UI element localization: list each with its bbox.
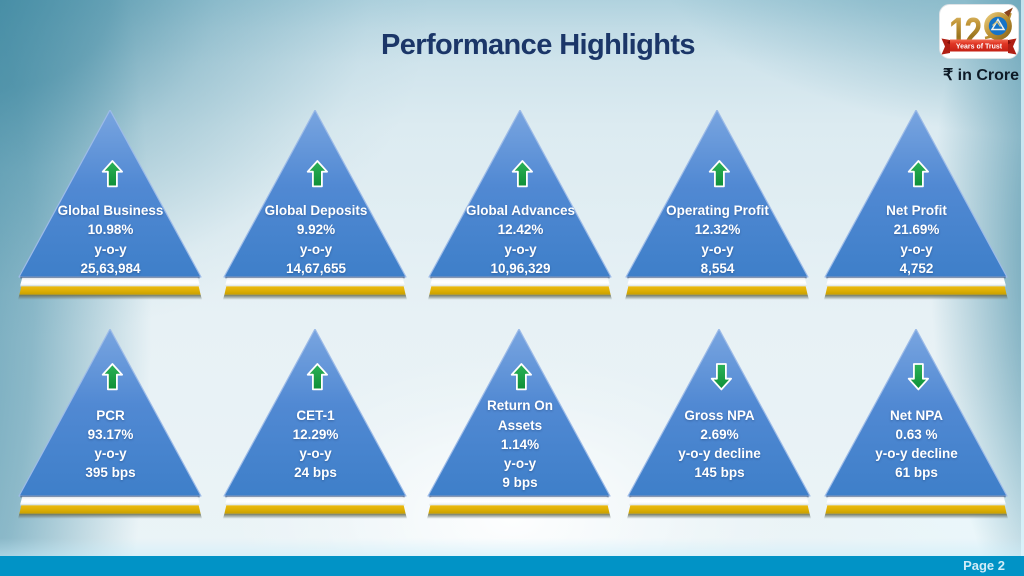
svg-text:Years of Trust: Years of Trust bbox=[956, 44, 1003, 51]
